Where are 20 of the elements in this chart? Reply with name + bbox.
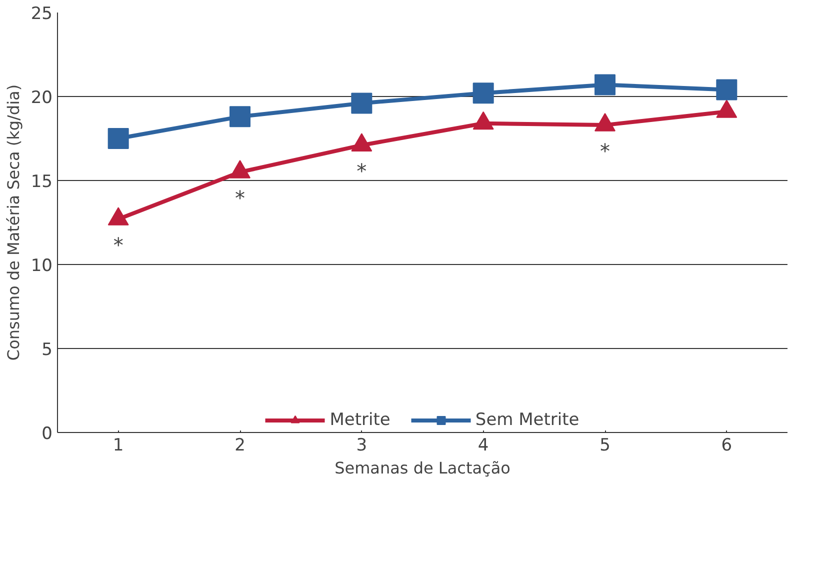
x-axis-title: Semanas de Lactação: [334, 458, 510, 478]
annotation: *: [235, 186, 245, 210]
y-tick-label: 0: [42, 424, 53, 444]
x-tick-label: 4: [478, 436, 489, 456]
x-tick-label: 1: [112, 436, 124, 456]
y-tick-label: 15: [30, 172, 53, 192]
x-tick-label: 6: [721, 436, 732, 456]
annotation: *: [356, 159, 367, 184]
annotation: *: [600, 139, 610, 164]
y-tick-label: 25: [30, 4, 53, 24]
x-tick-label: 3: [356, 436, 368, 456]
y-tick-label: 10: [30, 256, 53, 276]
legend-label: Sem Metrite: [475, 410, 580, 430]
y-tick-label: 5: [42, 340, 53, 360]
x-tick-label: 5: [600, 436, 610, 456]
y-tick-label: 20: [30, 88, 53, 108]
x-tick-label: 2: [234, 436, 246, 456]
y-axis-title: Consumo de Matéria Seca (kg/dia): [4, 84, 23, 361]
annotation: *: [113, 233, 124, 258]
legend-label: Metrite: [330, 410, 390, 430]
